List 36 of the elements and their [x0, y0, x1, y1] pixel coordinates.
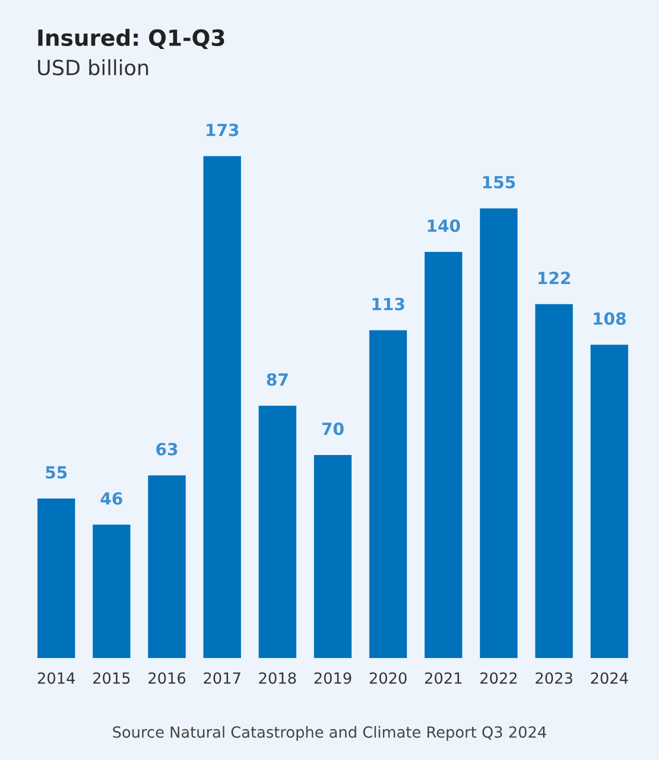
- x-tick-label: 2014: [38, 672, 75, 684]
- bar: [148, 475, 186, 658]
- data-label: 55: [46, 466, 67, 479]
- bar: [590, 344, 628, 658]
- data-label: 140: [428, 219, 460, 232]
- x-tick-label: 2018: [259, 672, 296, 684]
- data-label: 173: [206, 124, 238, 136]
- source-note: Source Natural Catastrophe and Climate Report Q3 2024: [113, 726, 546, 741]
- chart-subtitle: USD billion: [38, 59, 148, 76]
- data-label: 108: [594, 312, 626, 325]
- bar: [203, 156, 241, 658]
- bar: [92, 524, 130, 658]
- bar: [480, 208, 518, 658]
- x-tick-label: 2023: [536, 672, 572, 684]
- x-tick-label: 2017: [204, 672, 240, 684]
- data-label: 46: [100, 492, 122, 505]
- x-tick-label: 2024: [591, 672, 628, 684]
- data-label: 113: [372, 298, 404, 310]
- x-tick-label: 2019: [314, 672, 352, 684]
- x-tick-label: 2016: [148, 672, 186, 684]
- chart-title: Insured: Q1-Q3: [38, 28, 224, 50]
- data-label: 63: [156, 442, 178, 456]
- bar: [37, 498, 76, 658]
- data-label: 87: [266, 373, 288, 386]
- x-tick-label: 2021: [425, 672, 462, 684]
- bar: [535, 304, 573, 658]
- bar: [258, 406, 296, 658]
- data-label: 155: [483, 176, 515, 188]
- x-tick-label: 2022: [480, 672, 517, 684]
- bar: [314, 455, 352, 658]
- data-label: 122: [538, 272, 570, 284]
- data-label: 70: [322, 422, 344, 436]
- x-tick-label: 2020: [370, 672, 407, 684]
- bar: [424, 252, 462, 658]
- bar: [369, 330, 407, 658]
- x-tick-label: 2015: [93, 672, 130, 684]
